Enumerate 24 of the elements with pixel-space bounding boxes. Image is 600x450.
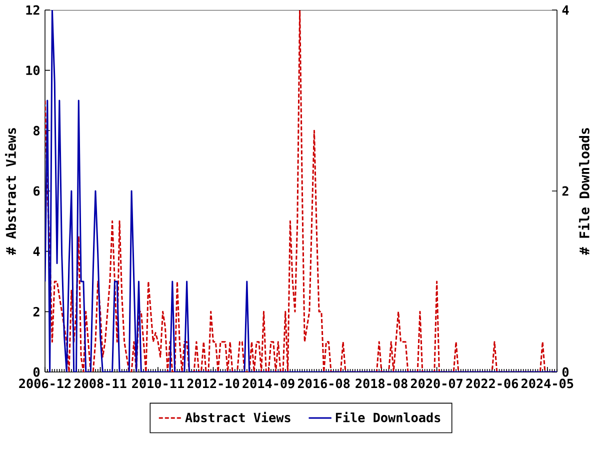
y-tick-label: 6 [34, 186, 40, 196]
x-tick-label: 2006-12 [19, 378, 71, 388]
x-tick-label: 2022-06 [466, 378, 518, 388]
x-tick-label: 2024-05 [522, 378, 574, 388]
y-axis-title: # Abstract Views [4, 128, 16, 255]
legend-label: File Downloads [336, 412, 440, 422]
y-tick-label: 0 [33, 367, 40, 377]
x-tick-label: 2018-08 [356, 378, 408, 388]
y-tick-label: 10 [26, 66, 40, 76]
y2-axis-title: # File Downloads [578, 128, 590, 255]
y-tick-label: 2 [33, 306, 40, 316]
y2-tick-label: 2 [562, 186, 568, 196]
x-tick-label: 2016-08 [298, 378, 350, 388]
y-tick-label: 4 [33, 246, 40, 256]
y2-tick-label: 0 [562, 367, 569, 377]
x-tick-label: 2012-10 [187, 378, 240, 388]
x-tick-label: 2010-11 [132, 378, 184, 388]
y-tick-label: 8 [34, 126, 40, 136]
x-tick-label: 2014-09 [242, 378, 294, 388]
x-tick-label: 2020-07 [410, 378, 462, 388]
y2-tick-label: 4 [562, 5, 569, 15]
legend-label: Abstract Views [185, 412, 290, 422]
x-tick-label: 2008-11 [74, 378, 126, 388]
y-tick-label: 12 [26, 5, 40, 15]
